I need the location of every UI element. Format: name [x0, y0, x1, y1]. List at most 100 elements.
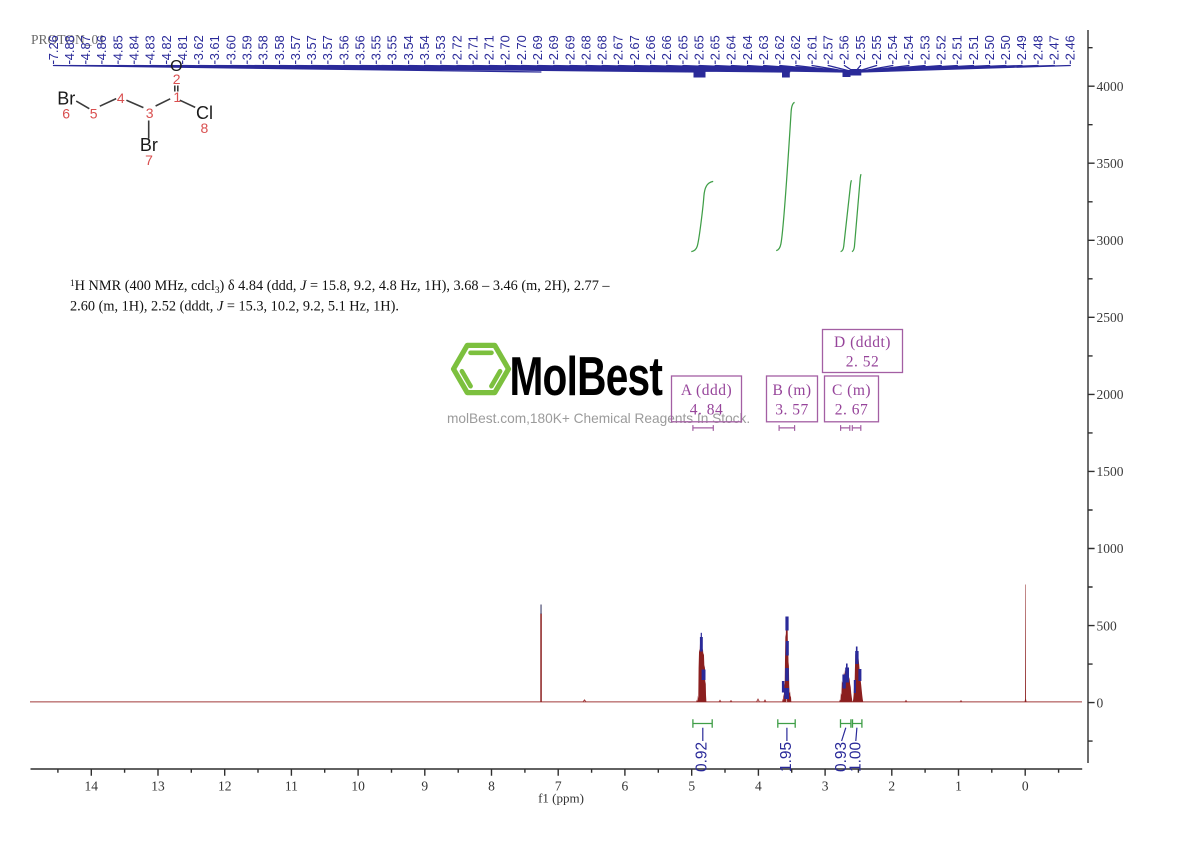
svg-text:0: 0	[1022, 779, 1029, 794]
svg-text:8: 8	[488, 779, 495, 794]
svg-text:2.63: 2.63	[756, 35, 771, 60]
svg-text:1: 1	[955, 779, 962, 794]
svg-text:O: O	[170, 58, 182, 75]
svg-text:2.51: 2.51	[950, 35, 965, 60]
svg-text:Br: Br	[140, 135, 158, 155]
svg-text:0.92: 0.92	[694, 742, 711, 772]
svg-text:f1 (ppm): f1 (ppm)	[538, 791, 584, 806]
svg-text:2.56: 2.56	[837, 35, 852, 60]
svg-text:3.59: 3.59	[240, 35, 255, 60]
svg-text:3500: 3500	[1097, 156, 1124, 171]
svg-text:2.49: 2.49	[1014, 35, 1029, 60]
svg-text:14: 14	[85, 779, 99, 794]
svg-text:2. 52: 2. 52	[846, 354, 880, 371]
svg-text:2.65: 2.65	[708, 35, 723, 60]
svg-text:2.60 (m, 1H), 2.52 (dddt, J =: 2.60 (m, 1H), 2.52 (dddt, J = 15.3, 10.2…	[70, 299, 399, 315]
svg-text:2.70: 2.70	[498, 35, 513, 60]
svg-text:3.56: 3.56	[353, 35, 368, 60]
svg-text:3.53: 3.53	[433, 35, 448, 60]
svg-text:4.88: 4.88	[62, 35, 77, 60]
svg-text:13: 13	[151, 779, 165, 794]
svg-text:500: 500	[1097, 618, 1118, 633]
svg-text:2.69: 2.69	[562, 35, 577, 60]
svg-text:2.54: 2.54	[901, 35, 916, 60]
svg-text:2.55: 2.55	[869, 35, 884, 60]
svg-text:3. 57: 3. 57	[775, 402, 809, 419]
svg-text:2.71: 2.71	[465, 35, 480, 60]
svg-text:0.93: 0.93	[833, 742, 850, 772]
svg-text:2.51: 2.51	[966, 35, 981, 60]
svg-text:3: 3	[822, 779, 829, 794]
svg-text:2.70: 2.70	[514, 35, 529, 60]
svg-text:4000: 4000	[1097, 79, 1124, 94]
svg-text:3.61: 3.61	[207, 35, 222, 60]
svg-text:2.53: 2.53	[917, 35, 932, 60]
svg-text:2.72: 2.72	[449, 35, 464, 60]
svg-text:2.71: 2.71	[482, 35, 497, 60]
svg-text:2.48: 2.48	[1030, 35, 1045, 60]
svg-text:4.86: 4.86	[94, 35, 109, 60]
svg-text:11: 11	[285, 779, 298, 794]
svg-text:2.62: 2.62	[772, 35, 787, 60]
svg-text:2.65: 2.65	[675, 35, 690, 60]
svg-text:1H NMR (400 MHz, cdcl3) δ 4.84: 1H NMR (400 MHz, cdcl3) δ 4.84 (ddd, J =…	[70, 278, 610, 296]
svg-text:3.60: 3.60	[223, 35, 238, 60]
svg-text:7: 7	[145, 152, 153, 168]
svg-text:3.55: 3.55	[369, 35, 384, 60]
svg-text:1: 1	[173, 89, 181, 105]
svg-text:D (dddt): D (dddt)	[834, 334, 891, 351]
svg-text:3.56: 3.56	[336, 35, 351, 60]
svg-text:7.26: 7.26	[46, 35, 61, 60]
svg-text:2.67: 2.67	[611, 35, 626, 60]
svg-text:2.62: 2.62	[788, 35, 803, 60]
svg-text:1500: 1500	[1097, 464, 1124, 479]
svg-text:10: 10	[351, 779, 365, 794]
svg-text:2.57: 2.57	[821, 35, 836, 60]
svg-text:4.83: 4.83	[143, 35, 158, 60]
svg-text:6: 6	[62, 105, 70, 121]
svg-text:4.85: 4.85	[110, 35, 125, 60]
svg-text:2: 2	[173, 71, 181, 87]
svg-text:3.58: 3.58	[272, 35, 287, 60]
svg-text:4: 4	[755, 779, 762, 794]
svg-text:7: 7	[555, 779, 562, 794]
svg-text:2.61: 2.61	[804, 35, 819, 60]
svg-text:5: 5	[90, 105, 98, 121]
svg-text:2.52: 2.52	[934, 35, 949, 60]
svg-text:2.67: 2.67	[627, 35, 642, 60]
svg-text:Cl: Cl	[196, 103, 213, 123]
svg-text:3: 3	[146, 105, 154, 121]
svg-text:3.57: 3.57	[320, 35, 335, 60]
svg-text:2: 2	[888, 779, 895, 794]
svg-text:2500: 2500	[1097, 310, 1124, 325]
svg-text:B (m): B (m)	[772, 382, 811, 399]
svg-text:4: 4	[117, 90, 125, 106]
svg-text:3.54: 3.54	[417, 35, 432, 60]
svg-text:2000: 2000	[1097, 387, 1124, 402]
svg-text:2.69: 2.69	[530, 35, 545, 60]
svg-text:3.58: 3.58	[256, 35, 271, 60]
svg-text:4.87: 4.87	[78, 35, 93, 60]
svg-text:2.50: 2.50	[998, 35, 1013, 60]
svg-text:4.84: 4.84	[127, 35, 142, 60]
svg-text:2.46: 2.46	[1063, 35, 1078, 60]
svg-text:3.57: 3.57	[288, 35, 303, 60]
svg-text:2.54: 2.54	[885, 35, 900, 60]
svg-text:6: 6	[622, 779, 629, 794]
svg-text:4. 84: 4. 84	[690, 402, 724, 419]
svg-text:A (ddd): A (ddd)	[681, 382, 732, 399]
svg-text:2.55: 2.55	[853, 35, 868, 60]
svg-text:1.95: 1.95	[778, 742, 795, 772]
svg-text:5: 5	[688, 779, 695, 794]
svg-text:1000: 1000	[1097, 541, 1124, 556]
svg-text:PROTON_01: PROTON_01	[31, 32, 105, 47]
svg-text:2.69: 2.69	[546, 35, 561, 60]
svg-text:2.64: 2.64	[724, 35, 739, 60]
svg-text:2.65: 2.65	[691, 35, 706, 60]
svg-text:8: 8	[201, 120, 209, 136]
svg-text:2.66: 2.66	[659, 35, 674, 60]
svg-text:2. 67: 2. 67	[835, 402, 869, 419]
svg-text:2.47: 2.47	[1047, 35, 1062, 60]
svg-text:9: 9	[421, 779, 428, 794]
svg-text:2.64: 2.64	[740, 35, 755, 60]
